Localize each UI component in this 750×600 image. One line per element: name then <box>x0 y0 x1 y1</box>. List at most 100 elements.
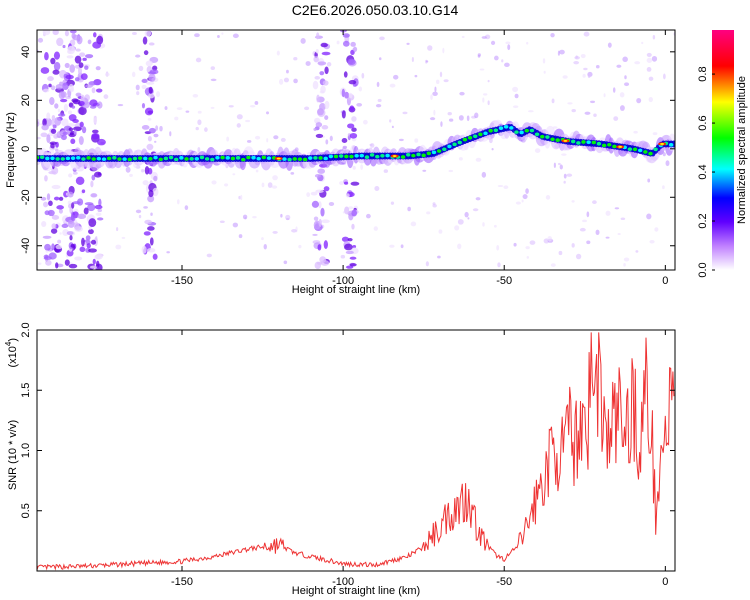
noise-speckle <box>314 76 321 80</box>
spectrogram-x-tick-label: -100 <box>332 275 354 287</box>
ridge-hot <box>313 156 318 160</box>
noise-band-blob <box>321 219 330 224</box>
noise-band-blob <box>68 263 78 269</box>
noise-speckle <box>185 110 190 113</box>
ridge-hot <box>478 132 483 137</box>
noise-speckle <box>654 227 659 232</box>
noise-band-blob <box>66 231 74 236</box>
noise-speckle <box>479 68 485 71</box>
noise-speckle <box>545 195 551 200</box>
ridge-hot <box>344 154 349 159</box>
noise-speckle <box>616 64 622 68</box>
noise-speckle <box>526 256 530 259</box>
ridge-hot <box>266 156 272 160</box>
noise-speckle <box>195 126 199 131</box>
noise-band-blob <box>56 37 64 47</box>
snr-y-tick-label: 1.0 <box>20 443 32 458</box>
noise-speckle <box>583 67 588 71</box>
noise-speckle <box>236 114 243 120</box>
ridge-hot <box>282 157 287 161</box>
noise-band-blob <box>62 131 68 136</box>
noise-band-blob <box>92 258 96 265</box>
noise-band-blob <box>351 127 357 132</box>
noise-band-blob <box>141 84 147 90</box>
noise-band-blob <box>52 30 59 36</box>
noise-band-blob <box>89 99 98 107</box>
noise-band-blob <box>64 62 70 68</box>
colorbar-tick-label: 0.6 <box>697 115 709 130</box>
noise-band-blob <box>59 98 68 103</box>
noise-speckle <box>475 157 482 162</box>
noise-speckle <box>662 73 666 80</box>
noise-speckle <box>648 76 654 81</box>
noise-band-blob <box>85 235 91 241</box>
noise-speckle <box>425 60 429 63</box>
noise-band-blob <box>142 36 148 45</box>
noise-speckle <box>283 260 288 265</box>
noise-speckle <box>662 185 665 190</box>
ridge-hot <box>483 131 488 136</box>
noise-band-blob <box>72 201 81 205</box>
noise-speckle <box>595 64 600 69</box>
noise-speckle <box>351 116 357 122</box>
noise-speckle <box>448 118 454 122</box>
snr-x-tick-label: -100 <box>332 576 354 588</box>
noise-speckle <box>522 194 528 200</box>
noise-speckle <box>592 200 597 205</box>
noise-band-blob <box>148 73 156 82</box>
noise-speckle <box>521 199 524 203</box>
noise-speckle <box>138 214 142 219</box>
ridge-hot <box>503 125 509 129</box>
noise-speckle <box>619 105 625 111</box>
noise-speckle <box>614 207 620 210</box>
noise-speckle <box>360 164 364 170</box>
ridge-hot <box>406 153 411 157</box>
snr-panel: -150 -100 -50 0 0.5 1.0 1.5 2.0 Height of stra… <box>4 322 676 597</box>
noise-speckle <box>242 214 248 220</box>
noise-band-blob <box>41 220 47 228</box>
ridge-hot <box>607 142 612 147</box>
noise-band-blob <box>348 80 357 85</box>
noise-speckle <box>272 175 278 181</box>
noise-speckle <box>461 35 465 38</box>
ridge-hot <box>473 134 478 139</box>
noise-speckle <box>156 91 161 98</box>
noise-speckle <box>559 164 563 170</box>
noise-band-blob <box>348 92 353 99</box>
noise-speckle <box>325 139 329 145</box>
noise-speckle <box>366 213 371 219</box>
noise-speckle <box>252 215 257 219</box>
noise-band-blob <box>54 103 59 109</box>
noise-speckle <box>329 135 333 142</box>
noise-speckle <box>647 178 651 183</box>
noise-band-blob <box>44 52 49 61</box>
noise-band-blob <box>68 173 73 178</box>
noise-speckle <box>361 72 365 79</box>
noise-speckle <box>561 153 567 156</box>
noise-band-blob <box>317 168 326 174</box>
noise-band-blob <box>143 231 151 236</box>
noise-speckle <box>217 35 220 39</box>
ridge-hot <box>91 157 96 161</box>
ridge-hot <box>297 157 303 161</box>
ridge-hot <box>65 156 71 161</box>
noise-band-blob <box>316 94 320 103</box>
ridge-hot <box>411 153 416 158</box>
noise-band-blob <box>69 64 75 73</box>
noise-band-blob <box>313 56 319 63</box>
noise-band-blob <box>81 237 85 247</box>
noise-band-blob <box>72 171 78 175</box>
noise-band-blob <box>148 127 156 134</box>
colorbar-ticks: 0.0 0.2 0.4 0.6 0.8 <box>697 66 715 278</box>
noise-band-blob <box>48 83 52 88</box>
noise-speckle <box>131 71 136 78</box>
noise-band-blob <box>341 110 346 119</box>
noise-band-blob <box>55 262 59 269</box>
noise-band-blob <box>53 196 60 201</box>
noise-speckle <box>440 121 443 127</box>
ridge-hot <box>447 144 452 149</box>
noise-speckle <box>339 181 344 186</box>
spectrogram-x-tick-label: -50 <box>496 275 512 287</box>
noise-speckle <box>575 253 582 260</box>
noise-band-blob <box>51 215 60 220</box>
